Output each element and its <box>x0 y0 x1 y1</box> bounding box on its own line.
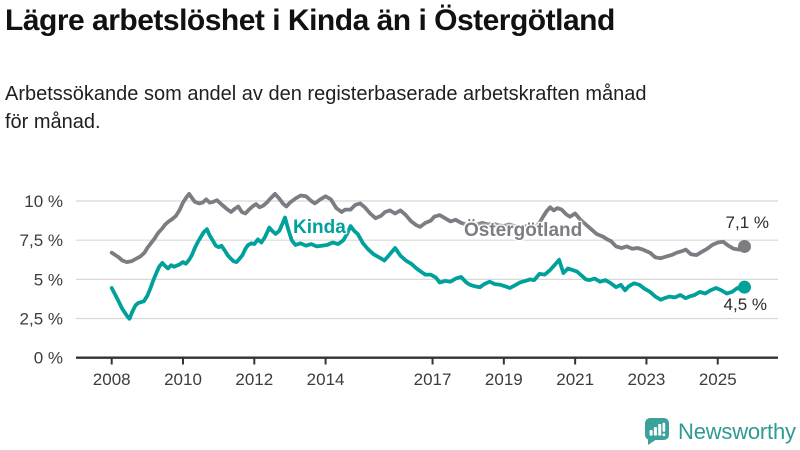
x-tick-label: 2019 <box>485 370 523 389</box>
series-label-kinda: Kinda <box>293 217 346 238</box>
subtitle-line2: för månad. <box>5 111 101 133</box>
x-tick-label: 2023 <box>628 370 666 389</box>
ostergotland-end-dot <box>737 239 751 253</box>
kinda-end-dot <box>737 280 751 294</box>
x-tick-label: 2010 <box>164 370 202 389</box>
x-tick-label: 2025 <box>699 370 737 389</box>
subtitle-line1: Arbetssökande som andel av den registerb… <box>5 83 647 105</box>
kinda-line <box>109 215 747 321</box>
newsworthy-logo: Newsworthy <box>645 418 796 445</box>
x-tick-label: 2014 <box>307 370 345 389</box>
subtitle: Arbetssökande som andel av den registerb… <box>5 80 785 136</box>
end-value-kinda: 4,5 % <box>723 295 767 314</box>
x-tick-label: 2012 <box>235 370 273 389</box>
y-tick-label: 10 % <box>24 192 63 211</box>
newsworthy-logo-text: Newsworthy <box>678 418 796 444</box>
x-tick-label: 2008 <box>93 370 131 389</box>
end-value-ostergotland: 7,1 % <box>725 213 769 232</box>
page-title: Lägre arbetslöshet i Kinda än i Östergöt… <box>5 4 615 37</box>
ostergotland-line <box>109 191 747 265</box>
x-tick-label: 2021 <box>556 370 594 389</box>
y-tick-label: 2,5 % <box>20 310 63 329</box>
y-tick-label: 0 % <box>34 349 63 368</box>
newsworthy-logo-icon <box>645 418 669 445</box>
series-label-ostergotland: Östergötland <box>464 220 583 241</box>
y-tick-label: 5 % <box>34 270 63 289</box>
y-tick-label: 7,5 % <box>20 231 63 250</box>
x-tick-label: 2017 <box>414 370 452 389</box>
